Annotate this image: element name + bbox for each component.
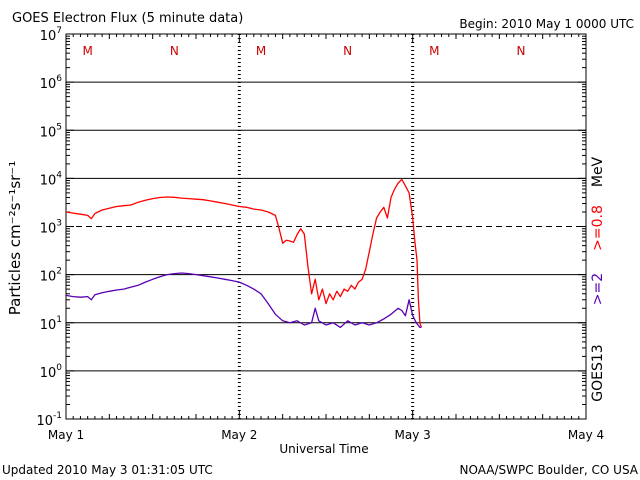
x-tick-labels: May 1 May 2 May 3 May 4 xyxy=(48,428,604,442)
y-tick-label: 10-1 xyxy=(36,411,62,429)
y-tick-label: 107 xyxy=(40,26,62,44)
grid-lines xyxy=(66,34,586,419)
data-series xyxy=(65,178,422,329)
axis-ticks xyxy=(65,34,587,420)
credit-text: NOAA/SWPC Boulder, CO USA xyxy=(460,463,639,477)
chart-title: GOES Electron Flux (5 minute data) xyxy=(12,11,243,26)
series-2-label: >=2 xyxy=(590,273,606,305)
y-tick-mantissa: 10 xyxy=(40,77,57,92)
y-tick-exponent: 0 xyxy=(56,363,62,373)
x-axis-label: Universal Time xyxy=(279,442,368,456)
y-tick-exponent: 6 xyxy=(56,74,62,84)
y-tick-exponent: 5 xyxy=(56,122,62,132)
y-tick-exponent: -1 xyxy=(53,411,62,421)
x-tick-label: May 1 xyxy=(48,428,84,442)
updated-timestamp: Updated 2010 May 3 01:31:05 UTC xyxy=(2,463,213,477)
y-tick-label: 106 xyxy=(40,74,63,92)
series-line-2mev xyxy=(65,272,422,329)
mn-marker: M xyxy=(256,44,266,58)
y-tick-label: 103 xyxy=(40,219,62,237)
mn-marker: N xyxy=(343,44,352,58)
mn-marker: N xyxy=(517,44,526,58)
y-tick-mantissa: 10 xyxy=(40,366,57,381)
y-tick-mantissa: 10 xyxy=(36,414,53,429)
y-tick-label: 101 xyxy=(40,315,62,333)
y-tick-label: 100 xyxy=(40,363,63,381)
y-tick-label: 102 xyxy=(40,267,62,285)
y-tick-label: 104 xyxy=(40,170,63,188)
mn-marker: M xyxy=(429,44,439,58)
mn-marker: N xyxy=(170,44,179,58)
series-line-0.8mev xyxy=(65,178,422,328)
mn-marker: M xyxy=(82,44,92,58)
y-tick-mantissa: 10 xyxy=(40,125,57,140)
y-tick-exponent: 1 xyxy=(56,315,62,325)
y-tick-mantissa: 10 xyxy=(40,29,57,44)
y-tick-exponent: 4 xyxy=(56,170,62,180)
y-tick-mantissa: 10 xyxy=(40,222,57,237)
y-tick-mantissa: 10 xyxy=(40,173,57,188)
series-08-label: >=0.8 xyxy=(590,205,606,251)
x-tick-label: May 2 xyxy=(221,428,257,442)
x-tick-label: May 4 xyxy=(568,428,604,442)
y-axis-label: Particles cm⁻²s⁻¹sr⁻¹ xyxy=(6,161,24,315)
y-tick-mantissa: 10 xyxy=(40,318,57,333)
unit-label: MeV xyxy=(590,156,606,187)
x-tick-label: May 3 xyxy=(395,428,431,442)
satellite-label: GOES13 xyxy=(590,344,606,401)
y-tick-exponent: 7 xyxy=(56,26,62,36)
right-side-labels: GOES13 >=2 >=0.8 MeV xyxy=(590,156,606,401)
begin-time: Begin: 2010 May 1 0000 UTC xyxy=(459,17,634,31)
y-tick-exponent: 3 xyxy=(56,219,62,229)
y-tick-mantissa: 10 xyxy=(40,270,57,285)
y-tick-exponent: 2 xyxy=(56,267,62,277)
y-tick-label: 105 xyxy=(40,122,62,140)
